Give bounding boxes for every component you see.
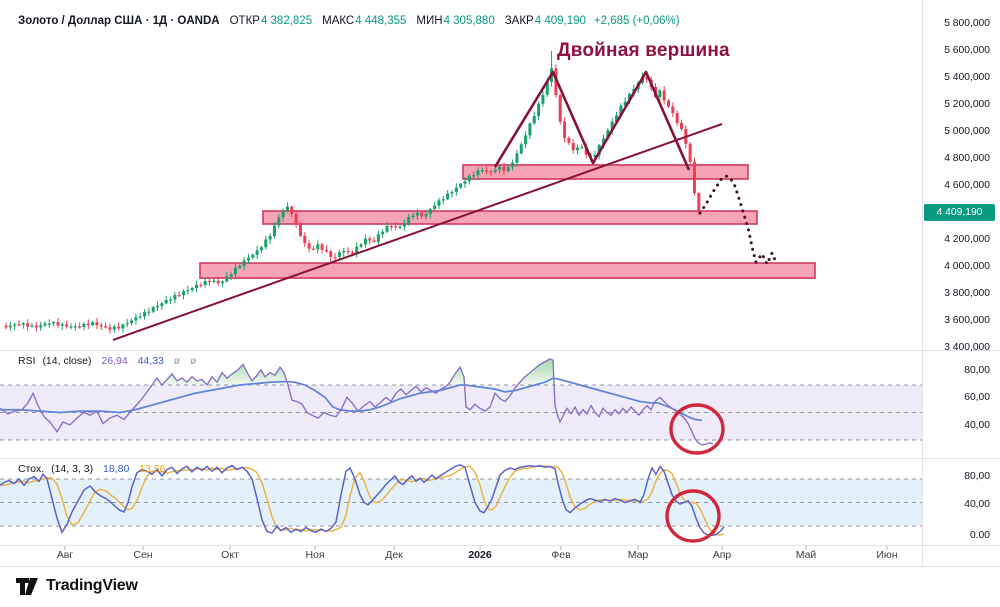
time-axis-label[interactable]: Дек (385, 549, 403, 561)
price-axis[interactable]: 5 800,000 5 600,000 5 400,000 5 200,000 5 00… (926, 0, 992, 566)
rsi-overbought-fill (152, 364, 288, 385)
indicator-axis-label: 80,00 (964, 365, 990, 376)
ohlc-value: 4 448,355 (355, 15, 407, 27)
tradingview-logo[interactable]: TradingView (16, 577, 138, 595)
price-zone[interactable] (199, 262, 816, 279)
time-axis-label[interactable]: Июн (876, 549, 898, 561)
last-price-badge: 4 409,190 (924, 204, 995, 221)
ohlc-label: МАКС (322, 15, 355, 27)
time-axis-label[interactable]: 2026 (468, 549, 492, 561)
tradingview-logo-text: TradingView (46, 577, 138, 594)
rsi-indicator-label[interactable]: RSI (14, close) 26,94 44,33 ø ø (18, 355, 197, 367)
indicator-axis-label: 60,00 (964, 392, 990, 403)
symbol-header[interactable]: Золото / Доллар США · 1Д · OANDA ОТКР4 3… (18, 15, 680, 27)
trend-line[interactable] (112, 123, 723, 341)
rsi-ghost-icon[interactable]: ø (190, 355, 197, 367)
rsi-ghost-icon[interactable]: ø (173, 355, 181, 367)
rsi-line (0, 358, 714, 446)
time-axis-label[interactable]: Ноя (305, 549, 325, 561)
time-axis-label[interactable]: Апр (712, 549, 732, 561)
price-axis-label: 5 600,000 (944, 45, 990, 57)
price-axis-label: 3 800,000 (944, 288, 990, 300)
price-axis-label: 4 600,000 (944, 180, 990, 192)
symbol-title[interactable]: Золото / Доллар США · 1Д · OANDA (18, 15, 220, 27)
rsi-params: (14, close) (42, 355, 92, 367)
price-axis-label: 5 200,000 (944, 99, 990, 111)
price-zone[interactable] (262, 210, 758, 225)
rsi-ma-line (0, 377, 703, 422)
price-axis-label: 5 000,000 (944, 126, 990, 138)
indicator-axis-label: 40,00 (964, 420, 990, 431)
stoch-title: Стох. (18, 463, 45, 475)
ohlc-value: 4 409,190 (534, 15, 586, 27)
ohlc-label: МИН (416, 15, 443, 27)
rsi-value: 26,94 (101, 355, 128, 367)
price-axis-label: 5 400,000 (944, 72, 990, 84)
candlesticks (4, 51, 701, 334)
price-axis-label: 4 800,000 (944, 153, 990, 165)
ohlc-label: ОТКР (229, 15, 260, 27)
price-axis-label: 5 800,000 (944, 18, 990, 29)
rsi-overbought-fill (517, 358, 555, 385)
stoch-indicator-label[interactable]: Стох. (14, 3, 3) 18,80 13,56 (18, 463, 166, 475)
time-axis-label[interactable]: Авг (56, 549, 74, 561)
ohlc-value: 4 305,880 (443, 15, 495, 27)
rsi-ma-value: 44,33 (137, 355, 164, 367)
highlight-circle (669, 403, 725, 455)
indicator-axis-label: 0.00 (969, 530, 990, 541)
stoch-k-line (0, 464, 725, 537)
price-axis-label: 3 400,000 (944, 342, 990, 354)
rsi-title: RSI (18, 355, 36, 367)
time-axis-label[interactable]: Сен (133, 549, 153, 561)
time-axis-label[interactable]: Мар (627, 549, 649, 561)
highlight-circle (665, 489, 721, 543)
stoch-params: (14, 3, 3) (51, 463, 94, 475)
time-axis-label[interactable]: Фев (551, 549, 571, 561)
stoch-d-line (0, 465, 725, 536)
stoch-d-value: 13,56 (139, 463, 166, 475)
price-axis-label: 4 200,000 (944, 234, 990, 246)
indicator-axis-label: 40,00 (964, 499, 990, 510)
price-zone[interactable] (462, 164, 749, 180)
ohlc-value: 4 382,825 (260, 15, 313, 27)
tradingview-logo-icon (16, 577, 38, 595)
price-axis-label: 4 000,000 (944, 261, 990, 273)
pattern-annotation: Двойная вершина (557, 40, 730, 61)
price-change: +2,685 (+0,06%) (593, 15, 680, 27)
time-axis[interactable]: Авг Сен Окт Ноя Дек 2026 Фев Мар Апр Май Июн (0, 546, 922, 566)
double-top-pattern-line[interactable] (493, 70, 691, 171)
ohlc-label: ЗАКР (504, 15, 534, 27)
indicator-axis-label: 80,00 (964, 471, 990, 482)
stoch-k-value: 18,80 (103, 463, 130, 475)
ohlc-values: ОТКР4 382,825 МАКС4 448,355 МИН4 305,880 ЗА… (220, 15, 586, 27)
time-axis-label[interactable]: Май (795, 549, 817, 561)
time-axis-label[interactable]: Окт (221, 549, 239, 561)
price-axis-label: 3 600,000 (944, 315, 990, 327)
